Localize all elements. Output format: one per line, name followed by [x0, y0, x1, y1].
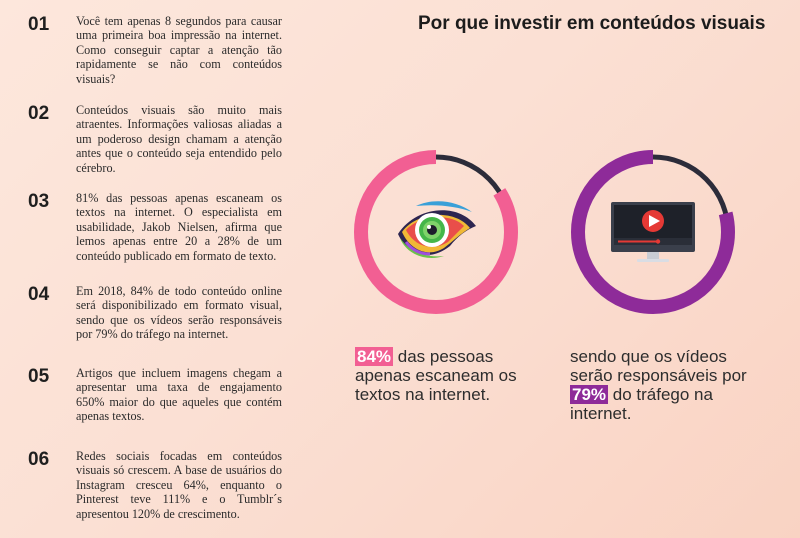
stat-percent-badge: 79% [570, 385, 609, 404]
stat-text-before: sendo que os vídeos serão responsáveis p… [570, 347, 747, 385]
progress-ring-84 [354, 150, 518, 314]
stat-percent-badge: 84% [355, 347, 394, 366]
stat-text-after: do tráfego na internet. [570, 385, 713, 423]
progress-ring-79 [571, 150, 735, 314]
eye-icon [398, 201, 476, 258]
item-number: 01 [28, 14, 50, 35]
item-number: 03 [28, 191, 50, 212]
item-text: Em 2018, 84% de todo conteúdo online ser… [76, 284, 282, 342]
item-number: 04 [28, 284, 50, 305]
item-text: Conteúdos visuais são muito mais atraent… [76, 103, 282, 175]
item-text: Redes sociais focadas em conteúdos visua… [76, 449, 282, 521]
item-text: Artigos que incluem imagens chegam a apr… [76, 366, 282, 424]
ring-progress-arc [354, 150, 518, 314]
numbered-list: 01 Você tem apenas 8 segundos para causa… [0, 0, 300, 538]
stat-79: sendo que os vídeos serão responsáveis p… [570, 347, 750, 423]
page-title: Por que investir em conteúdos visuais [418, 13, 766, 34]
item-text: 81% das pessoas apenas escaneam os texto… [76, 191, 282, 263]
video-monitor-icon [611, 202, 695, 262]
stat-84: 84% das pessoas apenas escaneam os texto… [355, 347, 525, 404]
ring-progress-arc [571, 150, 735, 314]
stat-text: das pessoas apenas escaneam os textos na… [355, 347, 517, 404]
item-number: 05 [28, 366, 50, 387]
item-text: Você tem apenas 8 segundos para causar u… [76, 14, 282, 86]
item-number: 06 [28, 449, 50, 470]
item-number: 02 [28, 103, 50, 124]
